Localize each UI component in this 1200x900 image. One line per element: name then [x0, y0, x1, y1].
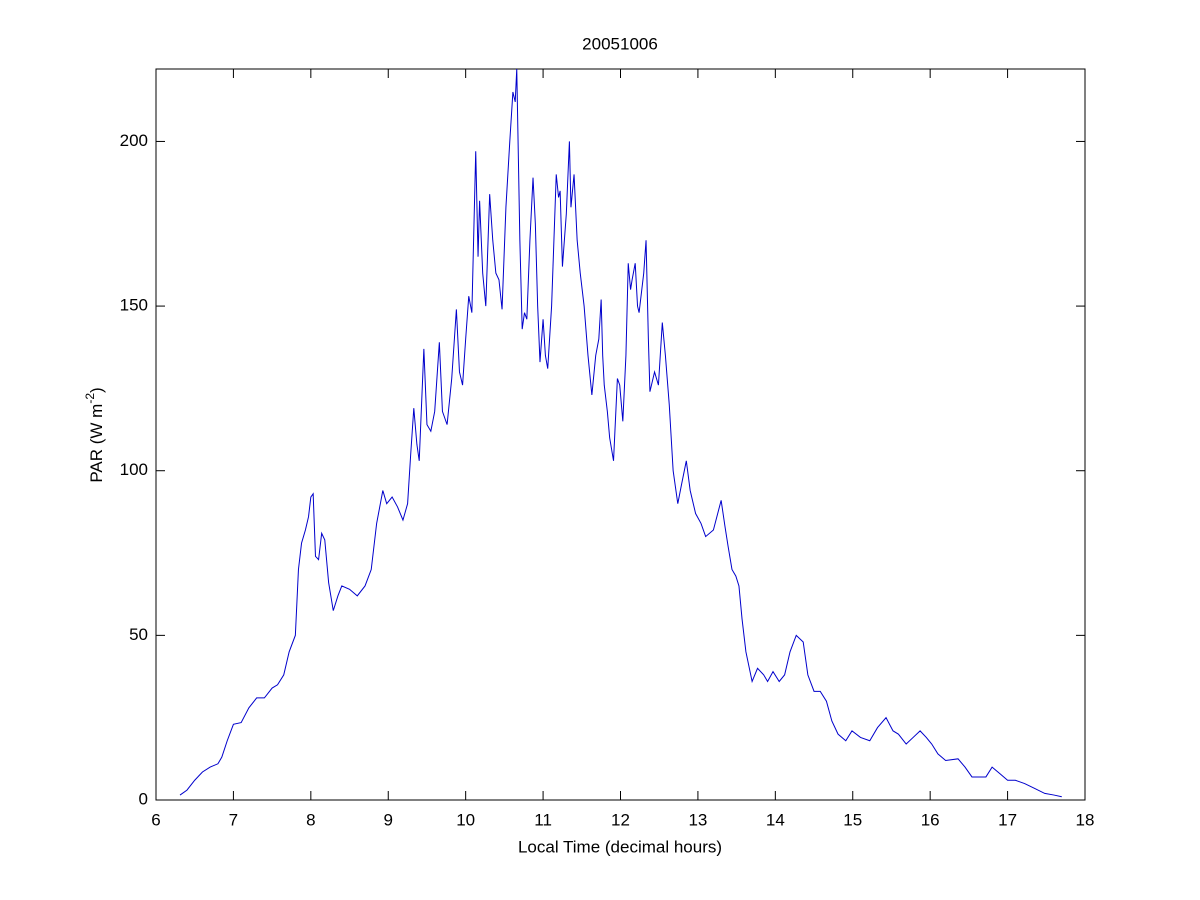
chart-title: 20051006: [582, 34, 658, 53]
x-tick-label: 15: [843, 810, 862, 829]
x-axis-label: Local Time (decimal hours): [518, 837, 722, 856]
x-tick-label: 12: [611, 810, 630, 829]
x-tick-label: 9: [384, 810, 393, 829]
x-tick-label: 7: [229, 810, 238, 829]
x-tick-label: 10: [456, 810, 475, 829]
y-tick-label: 100: [120, 460, 148, 479]
x-tick-label: 8: [306, 810, 315, 829]
plot-frame: [155, 68, 1086, 801]
x-tick-label: 17: [998, 810, 1017, 829]
data-line: [179, 68, 1062, 798]
y-axis-label-text: PAR (W m: [87, 404, 106, 483]
y-tick-label: 50: [129, 625, 148, 644]
y-tick-label: 200: [120, 131, 148, 150]
x-tick-label: 6: [151, 810, 160, 829]
y-tick-label: 0: [139, 789, 148, 808]
x-tick-label: 14: [766, 810, 785, 829]
x-tick-label: 11: [534, 810, 552, 829]
x-tick-label: 16: [921, 810, 940, 829]
x-tick-label: 13: [688, 810, 707, 829]
y-axis-label: PAR (W m-2): [83, 387, 106, 482]
y-axis-label-suffix: ): [87, 387, 106, 393]
x-tick-label: 18: [1076, 810, 1095, 829]
y-axis-label-superscript: -2: [83, 393, 97, 404]
y-tick-label: 150: [120, 296, 148, 315]
